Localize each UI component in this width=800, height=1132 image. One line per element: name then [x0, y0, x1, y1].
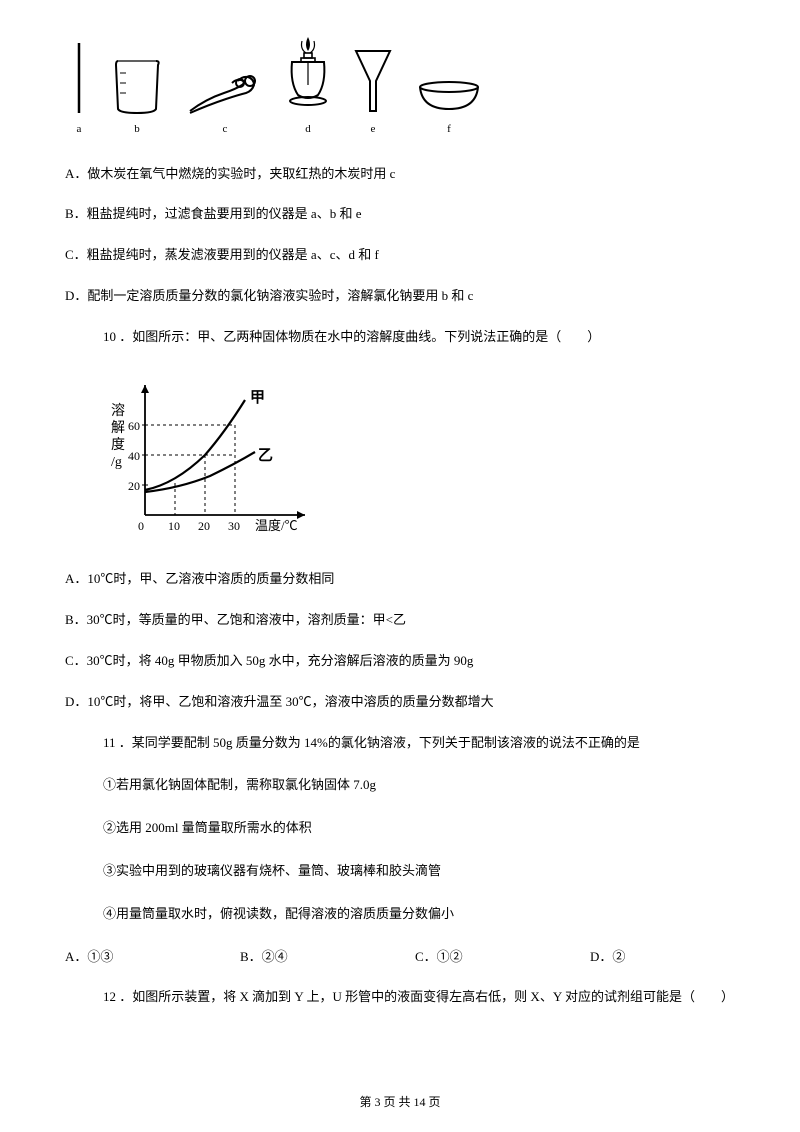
equipment-diagram: a b c	[65, 35, 735, 139]
equip-d-burner: d	[286, 35, 330, 139]
ylabel-2: 度	[111, 437, 125, 453]
q11-s1: ①若用氯化钠固体配制，需称取氯化钠固体 7.0g	[65, 775, 735, 796]
equip-f-label: f	[447, 121, 451, 139]
curve-yi: 乙	[258, 448, 273, 464]
xtick-0: 0	[138, 519, 144, 533]
q10-stem: 10 ．如图所示：甲、乙两种固体物质在水中的溶解度曲线。下列说法正确的是（ ）	[65, 327, 735, 348]
ytick-20: 20	[128, 479, 140, 493]
q10-d: D．10℃时，将甲、乙饱和溶液升温至 30℃，溶液中溶质的质量分数都增大	[65, 692, 735, 713]
q12-stem: 12 ．如图所示装置，将 X 滴加到 Y 上，U 形管中的液面变得左高右低，则 …	[65, 987, 735, 1008]
ylabel-3: /g	[111, 455, 122, 470]
q11-choices: A．①③ B．②④ C．①② D．②	[65, 947, 735, 968]
q10-graph: 溶 解 度 /g 60 40 20 甲 乙 0 10 20 30 温度/℃	[65, 370, 735, 552]
equip-c-tongs: c	[186, 71, 264, 139]
equip-a-label: a	[77, 121, 82, 139]
equip-d-label: d	[305, 121, 311, 139]
opt-a: A．做木炭在氧气中燃烧的实验时，夹取红热的木炭时用 c	[65, 164, 735, 185]
ylabel-1: 解	[111, 420, 125, 436]
opt-b: B．粗盐提纯时，过滤食盐要用到的仪器是 a、b 和 e	[65, 204, 735, 225]
equip-e-label: e	[371, 121, 376, 139]
q10-c: C．30℃时，将 40g 甲物质加入 50g 水中，充分溶解后溶液的质量为 90…	[65, 651, 735, 672]
equip-f-dish: f	[416, 77, 482, 139]
xlabel: 温度/℃	[255, 518, 298, 533]
q10-a: A．10℃时，甲、乙溶液中溶质的质量分数相同	[65, 569, 735, 590]
xtick-20: 20	[198, 519, 210, 533]
q11-choice-a: A．①③	[65, 947, 240, 968]
equip-a-rod: a	[70, 39, 88, 139]
q11-s3: ③实验中用到的玻璃仪器有烧杯、量筒、玻璃棒和胶头滴管	[65, 861, 735, 882]
q11-s2: ②选用 200ml 量筒量取所需水的体积	[65, 818, 735, 839]
equip-e-funnel: e	[352, 45, 394, 139]
q11-stem: 11 ．某同学要配制 50g 质量分数为 14%的氯化钠溶液，下列关于配制该溶液…	[65, 733, 735, 754]
opt-d: D．配制一定溶质质量分数的氯化钠溶液实验时，溶解氯化钠要用 b 和 c	[65, 286, 735, 307]
q11-choice-c: C．①②	[415, 947, 590, 968]
page-footer: 第 3 页 共 14 页	[0, 1093, 800, 1112]
q11-s4: ④用量筒量取水时，俯视读数，配得溶液的溶质质量分数偏小	[65, 904, 735, 925]
xtick-30: 30	[228, 519, 240, 533]
opt-c: C．粗盐提纯时，蒸发滤液要用到的仪器是 a、c、d 和 f	[65, 245, 735, 266]
curve-jia: 甲	[250, 389, 265, 406]
q10-b: B．30℃时，等质量的甲、乙饱和溶液中，溶剂质量：甲<乙	[65, 610, 735, 631]
equip-b-label: b	[134, 121, 140, 139]
xtick-10: 10	[168, 519, 180, 533]
ytick-40: 40	[128, 449, 140, 463]
equip-c-label: c	[223, 121, 228, 139]
equip-b-beaker: b	[110, 55, 164, 139]
ylabel-0: 溶	[111, 403, 125, 419]
q11-choice-b: B．②④	[240, 947, 415, 968]
q11-choice-d: D．②	[590, 947, 730, 968]
ytick-60: 60	[128, 419, 140, 433]
